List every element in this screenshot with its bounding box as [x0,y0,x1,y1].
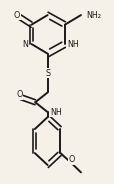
Text: NH: NH [66,40,78,49]
Text: NH: NH [49,108,61,117]
Text: O: O [68,155,74,164]
Text: O: O [16,90,22,99]
Text: NH₂: NH₂ [85,10,100,20]
Text: O: O [13,10,20,20]
Text: S: S [45,69,50,77]
Text: N: N [22,40,27,49]
